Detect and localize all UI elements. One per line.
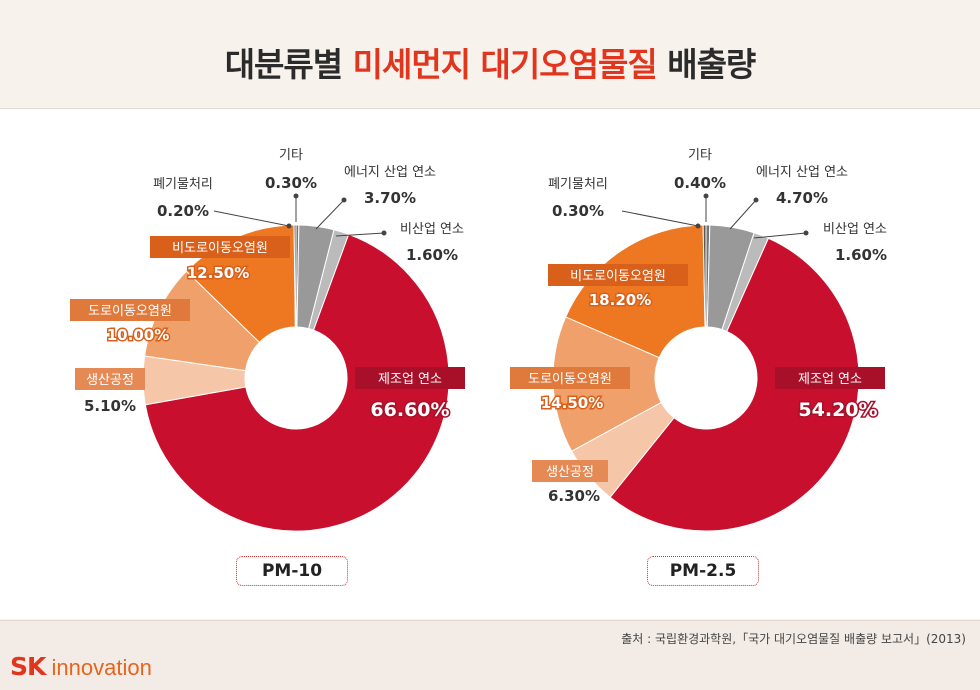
header-band [0, 0, 980, 109]
title-accent: 미세먼지 대기오염물질 [352, 45, 658, 84]
pm25-manufacturing-label: 제조업 연소 [798, 372, 862, 387]
pm25-nonindustrial-value: 1.60% [835, 246, 887, 264]
pm10-energy-value: 3.70% [364, 189, 416, 207]
pm10-other-label: 기타 [279, 148, 303, 163]
pm25-nonroad-label: 비도로이동오염원 [570, 269, 666, 284]
pm10-road-value: 10.00% [107, 326, 169, 344]
sk-innovation-logo: SK innovation [10, 652, 152, 681]
pm25-nonroad-tag [548, 264, 688, 286]
pm10-nonindustrial-leader-line [335, 232, 385, 237]
pm25-production-value: 6.30% [548, 487, 600, 505]
logo-sk: SK [10, 652, 46, 681]
pm25-production-label: 생산공정 [546, 465, 594, 480]
pm25-waste-value: 0.30% [552, 202, 604, 220]
pm10-road-tag [70, 299, 190, 321]
slice-waste [702, 224, 707, 328]
pm10-nonroad-tag [150, 236, 290, 258]
pm10-energy-leader-line [315, 199, 345, 230]
pm10-production-value: 5.10% [84, 397, 136, 415]
pm25-waste-leader-line [621, 210, 699, 227]
pm25-nonroad-value: 18.20% [589, 291, 651, 309]
pm25-nonindustrial-leader-line [753, 232, 807, 239]
pm25-road-value: 14.50% [541, 394, 603, 412]
pm10-road-label: 도로이동오염원 [88, 304, 172, 319]
pm10-waste-leader-dot [286, 223, 292, 229]
pm25-other-label: 기타 [688, 148, 712, 163]
pm10-other-value: 0.30% [265, 174, 317, 192]
pm25-nonindustrial-label: 비산업 연소 [823, 222, 887, 237]
pm25-waste-label: 폐기물처리 [548, 177, 608, 192]
pm10-title-box: PM-10 [236, 556, 348, 586]
title-part1: 대분류별 [224, 45, 353, 84]
pm25-nonindustrial-leader-dot [803, 230, 809, 236]
pm10-nonroad-value: 12.50% [187, 264, 249, 282]
pm25-title-box: PM-2.5 [647, 556, 759, 586]
pm10-nonindustrial-label: 비산업 연소 [400, 222, 464, 237]
pm10-other-leader-dot [293, 193, 299, 199]
source-note: 출처 : 국립환경과학원,「국가 대기오염물질 배출량 보고서」(2013) [621, 632, 966, 646]
pm25-waste-leader-dot [695, 223, 701, 229]
title-part2: 배출량 [656, 45, 756, 84]
footer-band [0, 620, 980, 690]
pm10-nonroad-label: 비도로이동오염원 [172, 241, 268, 256]
pm25-energy-label: 에너지 산업 연소 [756, 165, 848, 180]
pm10-waste-value: 0.20% [157, 202, 209, 220]
slice-manufacturing [609, 237, 860, 532]
pm10-waste-label: 폐기물처리 [153, 177, 213, 192]
logo-innovation: innovation [45, 655, 152, 680]
pm10-nonindustrial-leader-dot [381, 230, 387, 236]
pm10-waste-leader-line [213, 210, 290, 227]
pm10-manufacturing-label: 제조업 연소 [378, 372, 442, 387]
pm25-manufacturing-value: 54.20% [798, 399, 877, 421]
pm10-production-label: 생산공정 [86, 373, 134, 388]
pm10-production-tag [75, 368, 145, 390]
pm25-manufacturing-tag [775, 367, 885, 389]
pm10-nonindustrial-value: 1.60% [406, 246, 458, 264]
pm10-energy-label: 에너지 산업 연소 [344, 165, 436, 180]
pm25-energy-leader-line [729, 199, 757, 230]
pm10-energy-leader-dot [341, 197, 347, 203]
slice-manufacturing [144, 233, 450, 532]
pm25-energy-leader-dot [753, 197, 759, 203]
pm25-other-value: 0.40% [674, 174, 726, 192]
slice-waste [293, 224, 297, 328]
pm25-production-tag [532, 460, 608, 482]
pm10-manufacturing-tag [355, 367, 465, 389]
donut-pm25 [552, 224, 860, 532]
pm25-other-leader-dot [703, 193, 709, 199]
pm25-road-tag [510, 367, 630, 389]
pm25-energy-value: 4.70% [776, 189, 828, 207]
pm10-manufacturing-value: 66.60% [370, 399, 449, 421]
page-title: 대분류별 미세먼지 대기오염물질 배출량 [0, 38, 980, 86]
pm25-road-label: 도로이동오염원 [528, 372, 612, 387]
